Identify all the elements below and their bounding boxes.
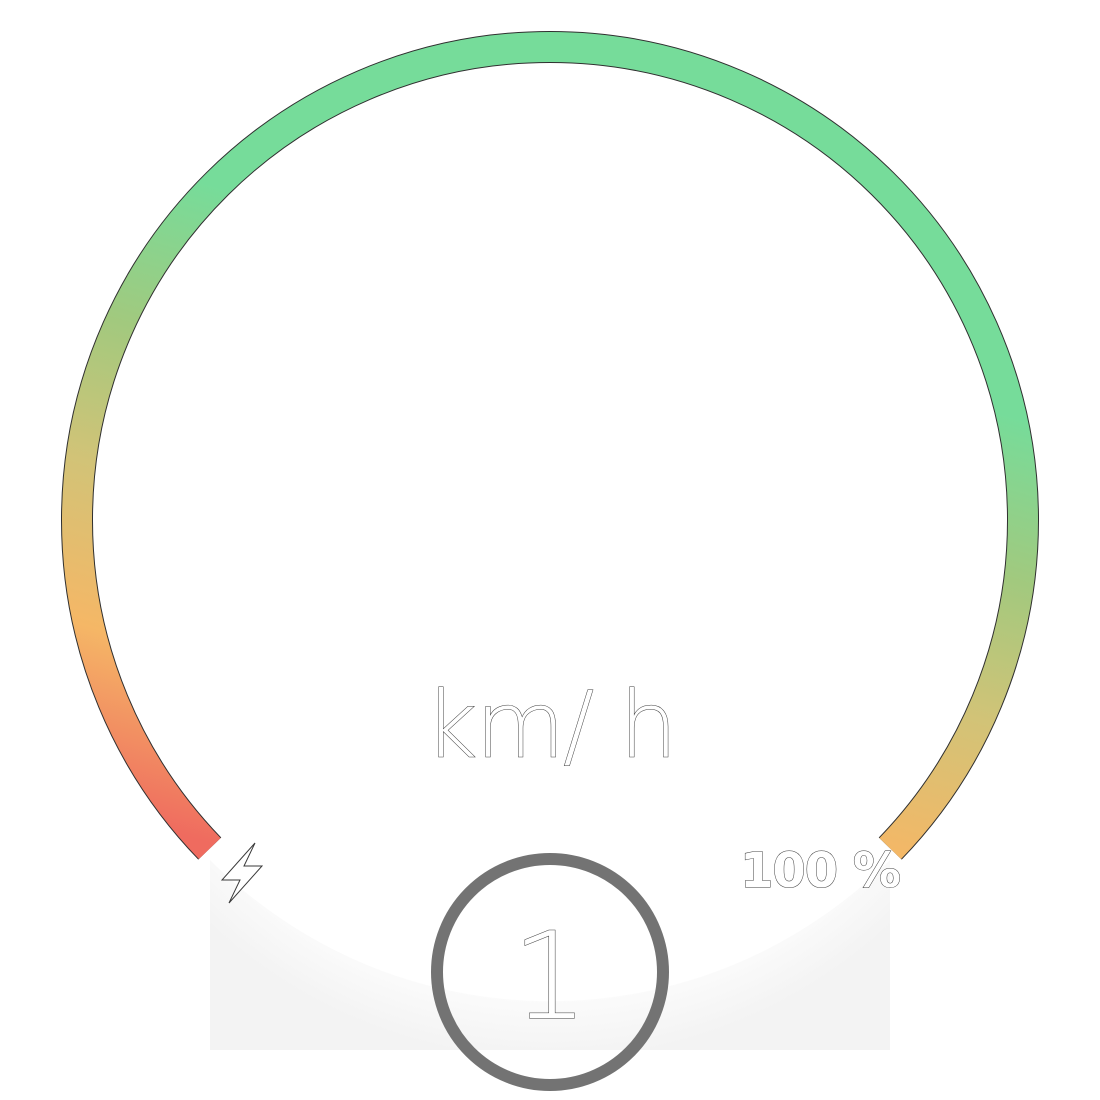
gear-value: 1 [512, 908, 588, 1047]
dial-shadow [210, 860, 890, 1050]
lightning-bolt-icon [220, 842, 264, 904]
gear-indicator-ring [431, 853, 669, 1091]
battery-percent-label: 100 % [740, 843, 900, 899]
speed-unit-label: km/ h [424, 672, 675, 779]
speed-arc [62, 32, 1038, 859]
